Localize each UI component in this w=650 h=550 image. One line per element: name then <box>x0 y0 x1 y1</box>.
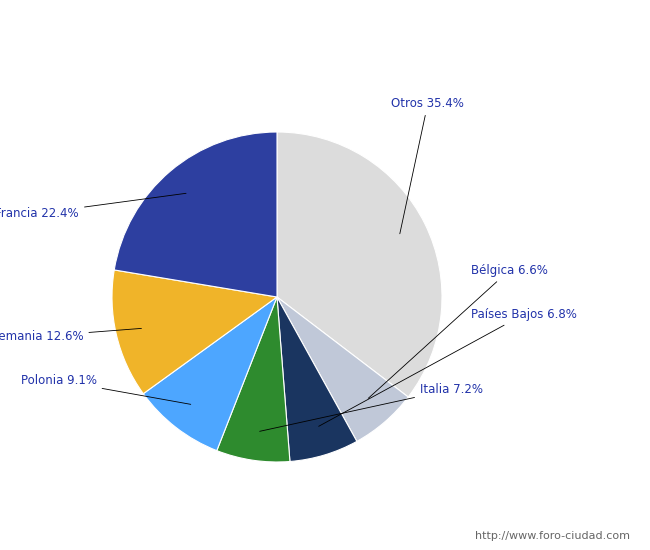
Text: Vinyols i els Arcs - Turistas extranjeros según país - Abril de 2024: Vinyols i els Arcs - Turistas extranjero… <box>53 18 597 34</box>
Text: Bélgica 6.6%: Bélgica 6.6% <box>368 264 547 398</box>
Wedge shape <box>217 297 290 462</box>
Text: http://www.foro-ciudad.com: http://www.foro-ciudad.com <box>476 531 630 541</box>
Wedge shape <box>112 270 277 394</box>
Text: Francia 22.4%: Francia 22.4% <box>0 193 186 220</box>
Text: Países Bajos 6.8%: Países Bajos 6.8% <box>318 308 577 426</box>
Wedge shape <box>277 297 408 442</box>
Wedge shape <box>277 297 357 461</box>
Wedge shape <box>143 297 277 450</box>
Text: Otros 35.4%: Otros 35.4% <box>391 97 464 234</box>
Wedge shape <box>277 132 442 397</box>
Text: Polonia 9.1%: Polonia 9.1% <box>21 374 190 404</box>
Wedge shape <box>114 132 277 297</box>
Text: Alemania 12.6%: Alemania 12.6% <box>0 328 142 343</box>
Text: Italia 7.2%: Italia 7.2% <box>259 383 483 431</box>
